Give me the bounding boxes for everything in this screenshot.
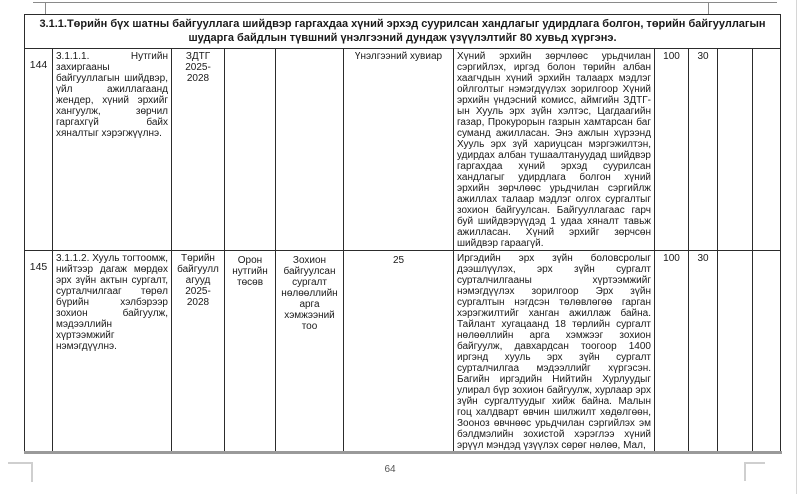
indicator-cell: Зохион байгуулсан сургалт нөлөөллийн арг… — [275, 250, 344, 452]
objective-header: 3.1.1.Төрийн бүх шатны байгууллага шийдв… — [24, 14, 781, 49]
page-break-cut-line — [24, 451, 782, 454]
score-cell: 30 — [688, 250, 718, 452]
text-boundary-mark-left — [8, 462, 33, 482]
empty-cell — [752, 48, 781, 251]
table-row: 145 3.1.1.2. Хууль тогтоомж, нийтээр даг… — [24, 250, 781, 452]
row-number: 144 — [24, 48, 53, 251]
empty-cell — [752, 250, 781, 452]
table-row: 144 3.1.1.1. Нутгийн захиргааны байгуулл… — [24, 48, 781, 251]
activity-cell: 3.1.1.2. Хууль тогтоомж, нийтээр дагаж м… — [52, 250, 172, 452]
previous-row-border-right — [708, 2, 709, 14]
funding-cell: Орон нутгийн төсөв — [224, 250, 276, 452]
activity-cell: 3.1.1.1. Нутгийн захиргааны байгууллагын… — [52, 48, 172, 251]
page-number: 64 — [384, 464, 396, 475]
score-max-cell: 100 — [654, 48, 689, 251]
implementer-cell: ЗДТГ 2025-2028 — [171, 48, 225, 251]
indicator-cell — [275, 48, 344, 251]
score-cell: 30 — [688, 48, 718, 251]
objective-header-row: 3.1.1.Төрийн бүх шатны байгууллага шийдв… — [24, 14, 781, 49]
previous-row-border-left — [45, 2, 46, 14]
result-cell: Хүний эрхийн зөрчлөөс урьдчилан сэргийлэ… — [453, 48, 655, 251]
empty-cell — [717, 48, 753, 251]
report-table: 3.1.1.Төрийн бүх шатны байгууллага шийдв… — [24, 14, 784, 452]
row-number: 145 — [24, 250, 53, 452]
text-boundary-mark-right — [744, 462, 765, 481]
score-max-cell: 100 — [654, 250, 689, 452]
page-edge-line — [796, 0, 797, 494]
empty-cell — [717, 250, 753, 452]
target-cell: Үнэлгээний хувиар — [343, 48, 454, 251]
result-cell: Иргэдийн эрх зүйн боловсролыг дээшлүүлэх… — [453, 250, 655, 452]
previous-row-border — [33, 2, 777, 3]
implementer-cell: Төрийн байгууллагууд 2025-2028 — [171, 250, 225, 452]
target-cell: 25 — [343, 250, 454, 452]
funding-cell — [224, 48, 276, 251]
